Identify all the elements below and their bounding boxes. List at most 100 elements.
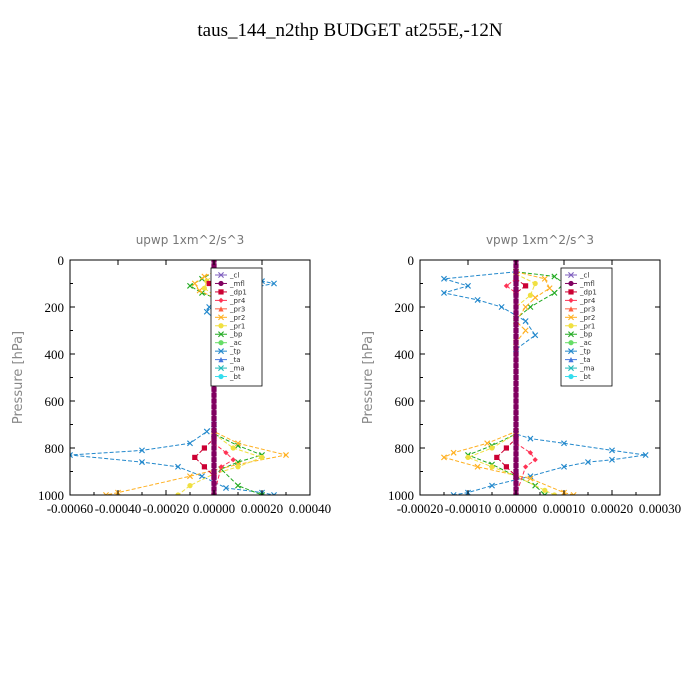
legend-label-pr3: _pr3 bbox=[579, 305, 595, 313]
plot-frame bbox=[69, 259, 311, 496]
series-marker bbox=[211, 427, 217, 433]
series-marker bbox=[201, 445, 207, 451]
series-marker bbox=[513, 421, 519, 428]
series-marker bbox=[513, 439, 519, 445]
y-tick-label: 1000 bbox=[38, 488, 64, 503]
series-marker bbox=[187, 473, 193, 480]
series-marker bbox=[211, 445, 217, 451]
series-marker bbox=[187, 440, 193, 447]
legend-marker bbox=[218, 340, 224, 346]
series-marker bbox=[211, 398, 217, 404]
legend: _cl_mfl_dp1_pr4_pr3_pr2_pr1_bp_ac_tp_ta_… bbox=[210, 267, 263, 387]
x-tick-label: 0.00020 bbox=[591, 501, 633, 516]
series-marker bbox=[513, 333, 519, 339]
legend-marker bbox=[218, 373, 224, 380]
y-tick-label: 0 bbox=[408, 253, 415, 268]
series-marker bbox=[527, 435, 534, 442]
series-marker bbox=[513, 269, 519, 275]
legend-label-mfl: _mfl bbox=[229, 280, 245, 288]
series-marker bbox=[513, 416, 519, 422]
y-tick-label: 200 bbox=[395, 300, 415, 315]
series-marker bbox=[235, 440, 241, 447]
legend-label-pr1: _pr1 bbox=[579, 322, 595, 330]
series-marker bbox=[513, 292, 519, 298]
legend-label-tp: _tp bbox=[579, 348, 591, 356]
series-marker bbox=[103, 492, 109, 495]
series-marker bbox=[201, 464, 207, 470]
series-marker bbox=[522, 304, 529, 310]
series-marker bbox=[489, 445, 495, 451]
series-marker bbox=[201, 273, 208, 280]
series-marker bbox=[513, 480, 519, 486]
series-marker bbox=[235, 464, 241, 470]
series-marker bbox=[211, 263, 217, 269]
series-marker bbox=[211, 392, 217, 398]
series-marker bbox=[513, 380, 519, 386]
series-marker bbox=[513, 386, 519, 392]
series-marker bbox=[513, 280, 519, 287]
y-tick-label: 1000 bbox=[388, 488, 414, 503]
series-marker bbox=[201, 285, 207, 291]
x-tick-label: 0.00010 bbox=[543, 501, 585, 516]
series-marker bbox=[223, 450, 229, 456]
vpwp-plot: vpwp 1xm^2/s^3 Pressure [hPa] -0.00020 -0.0… bbox=[361, 233, 681, 516]
legend-label-bt: _bt bbox=[579, 373, 591, 381]
series-marker bbox=[203, 308, 210, 315]
series-marker bbox=[513, 304, 519, 310]
legend-label-pr1: _pr1 bbox=[229, 322, 245, 330]
series-marker bbox=[541, 275, 548, 282]
series-marker bbox=[139, 459, 145, 466]
series-marker bbox=[523, 283, 529, 289]
series-marker bbox=[211, 433, 217, 439]
series-marker bbox=[609, 447, 615, 454]
series-line-pr2 bbox=[442, 271, 574, 495]
series-marker bbox=[523, 464, 529, 470]
series-marker bbox=[465, 454, 471, 460]
series-marker bbox=[541, 492, 548, 495]
series-marker bbox=[283, 452, 289, 459]
series-marker bbox=[513, 410, 519, 416]
series-marker bbox=[561, 440, 567, 447]
series-marker bbox=[211, 480, 217, 486]
series-marker bbox=[503, 445, 509, 451]
series-marker bbox=[513, 339, 519, 345]
series-marker bbox=[259, 492, 265, 495]
legend-marker bbox=[568, 348, 574, 355]
series-marker bbox=[513, 275, 519, 281]
series-marker bbox=[223, 484, 229, 491]
legend-label-cl: _cl bbox=[579, 272, 589, 280]
series-marker bbox=[513, 398, 519, 404]
series-marker bbox=[441, 289, 447, 296]
series-marker bbox=[513, 427, 519, 433]
series-marker bbox=[513, 374, 519, 381]
series-marker bbox=[441, 275, 447, 282]
legend-label-mfl: _mfl bbox=[579, 280, 595, 288]
series-marker bbox=[532, 457, 538, 463]
series-marker bbox=[513, 322, 519, 328]
series-marker bbox=[474, 463, 481, 470]
series-marker bbox=[570, 492, 577, 495]
legend-marker bbox=[568, 314, 574, 321]
series-marker bbox=[513, 351, 519, 357]
series-group bbox=[441, 260, 649, 495]
series-marker bbox=[513, 486, 519, 492]
x-tick-label: 0.00020 bbox=[241, 501, 283, 516]
series-marker bbox=[259, 454, 265, 460]
series-marker bbox=[211, 468, 217, 475]
series-marker bbox=[513, 433, 519, 439]
series-marker bbox=[489, 482, 495, 489]
series-marker bbox=[192, 454, 198, 460]
x-tick-label: 0.00030 bbox=[639, 501, 681, 516]
series-marker bbox=[211, 486, 217, 492]
y-tick-label: 400 bbox=[395, 347, 415, 362]
series-marker bbox=[211, 404, 217, 410]
x-tick-label: -0.00020 bbox=[397, 501, 444, 516]
series-marker bbox=[513, 392, 519, 398]
legend-marker bbox=[218, 348, 224, 355]
x-tick-label: 0.00040 bbox=[289, 501, 331, 516]
series-marker bbox=[187, 483, 193, 489]
series-marker bbox=[211, 439, 217, 445]
series-marker bbox=[527, 292, 534, 298]
y-tick-label: 400 bbox=[45, 347, 65, 362]
